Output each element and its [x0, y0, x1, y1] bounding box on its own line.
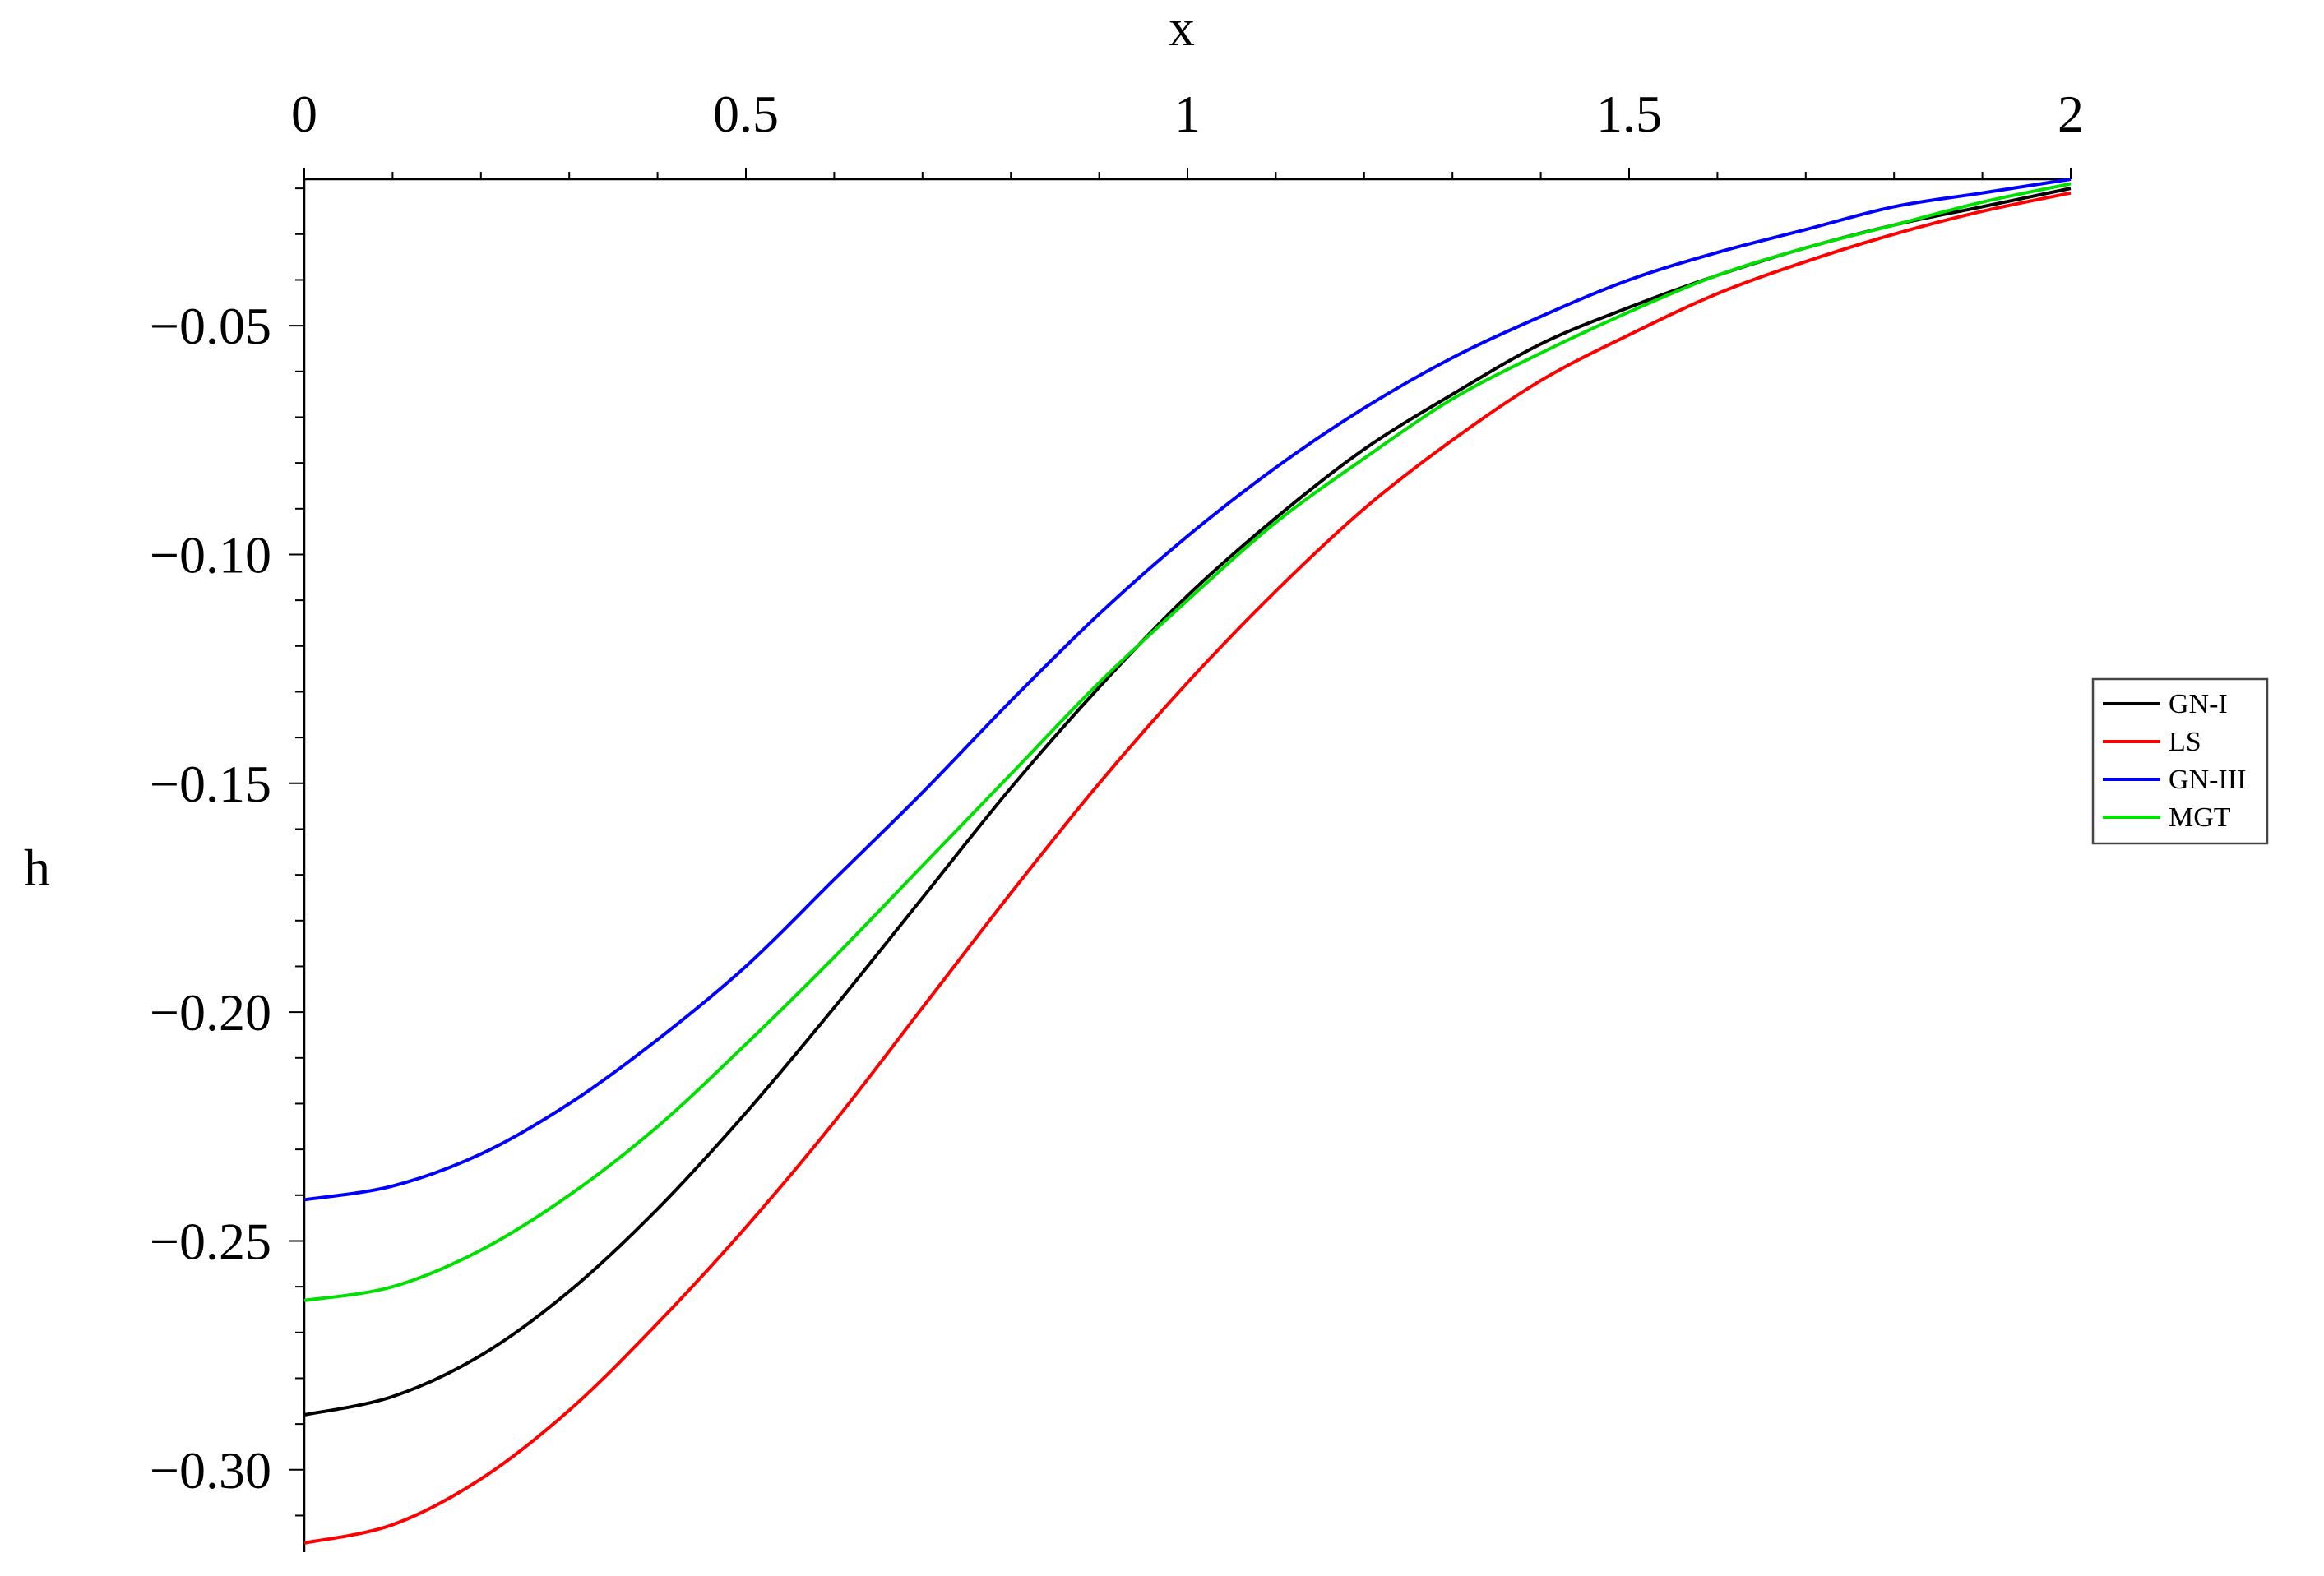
axes: 0 0.5 1 1.5 2 −0.05 −0.10 −0.15 −0.20 −0.25 −0.30	[150, 85, 2084, 1552]
y-tick-label: −0.30	[150, 1441, 271, 1500]
y-tick-label: −0.10	[150, 525, 271, 584]
legend-label: LS	[2169, 727, 2201, 757]
series-line-gn-iii	[303, 178, 2072, 1202]
y-tick-label: −0.05	[150, 297, 271, 355]
y-axis-title: h	[24, 839, 50, 897]
x-tick-label: 2	[2058, 85, 2084, 143]
y-tick-label: −0.20	[150, 983, 271, 1042]
series-line-mgt	[303, 182, 2072, 1302]
legend-label: GN-I	[2169, 689, 2228, 719]
series-line-ls	[303, 191, 2072, 1545]
x-tick-label: 0	[291, 85, 317, 143]
x-tick-label: 1.5	[1596, 85, 1662, 143]
y-tick-label: −0.15	[150, 755, 271, 813]
legend-label: GN-III	[2169, 765, 2246, 795]
series-layer	[303, 178, 2072, 1545]
x-tick-label: 0.5	[713, 85, 779, 143]
y-tick-label: −0.25	[150, 1212, 271, 1270]
legend: GN-I LS GN-III MGT	[2091, 677, 2269, 845]
legend-label: MGT	[2169, 802, 2231, 833]
series-line-gn-i	[303, 187, 2072, 1417]
x-tick-label: 1	[1174, 85, 1201, 143]
x-axis-title: x	[1169, 0, 1195, 57]
